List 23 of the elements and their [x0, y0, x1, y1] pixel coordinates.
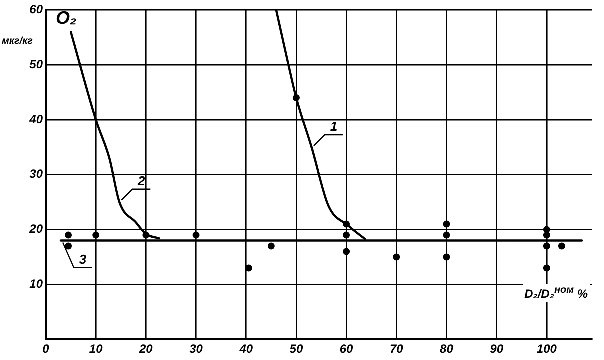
x-tick-label: 90 — [490, 342, 504, 356]
y-tick-label: 10 — [30, 277, 44, 292]
x-tick-label: 40 — [238, 342, 254, 356]
x-tick-label: 50 — [290, 342, 304, 356]
x-tick-label: 60 — [340, 342, 354, 356]
y-axis-title: мкг/кг — [2, 36, 33, 47]
series-label: 3 — [79, 252, 88, 267]
series-label: 2 — [137, 173, 146, 188]
x-axis-title: D₂/D₂$^{ном}$ % — [522, 284, 590, 302]
x-tick-label: 70 — [390, 342, 404, 356]
x-tick-label: 80 — [440, 342, 454, 356]
y-tick-label: 50 — [30, 57, 44, 72]
y-tick-label: 20 — [28, 222, 44, 236]
series-label: 1 — [330, 119, 338, 134]
x-tick-label: 100 — [536, 342, 558, 356]
x-tick-label: 0 — [42, 342, 50, 356]
y-tick-label: 40 — [28, 112, 44, 126]
x-tick-label: 20 — [138, 342, 154, 356]
y-tick-label: 60 — [30, 2, 44, 17]
x-tick-label: 10 — [89, 342, 104, 356]
chart-title: O₂ — [56, 8, 77, 29]
x-tick-label: 30 — [190, 342, 204, 356]
y-tick-label: 30 — [30, 167, 44, 182]
